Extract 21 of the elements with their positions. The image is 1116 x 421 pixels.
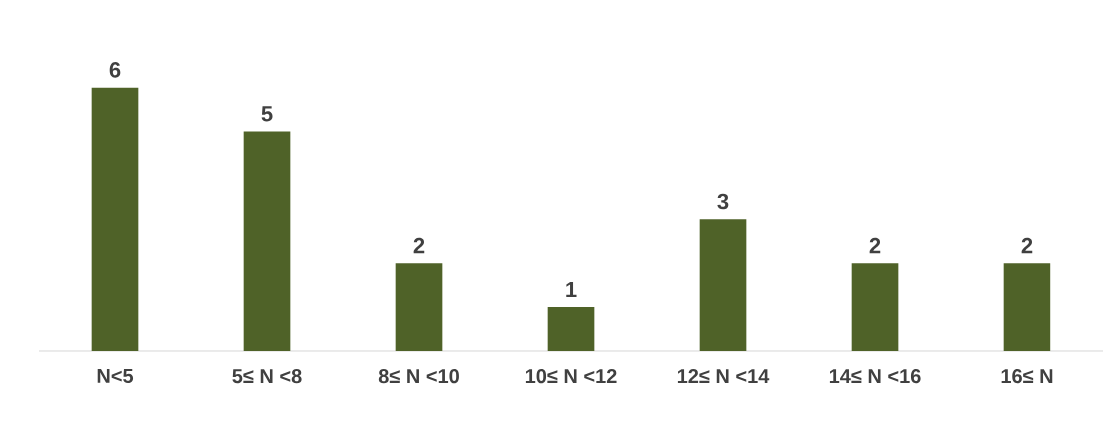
data-label: 3 [717, 193, 729, 210]
bar [547, 307, 595, 351]
data-label: 5 [261, 106, 273, 122]
bar [91, 87, 139, 351]
bar [1003, 263, 1051, 351]
x-tick-label: 12≤ N <14 [677, 369, 770, 384]
data-label: 2 [1021, 237, 1033, 254]
data-label: 6 [109, 62, 121, 78]
x-tick-label: 14≤ N <16 [829, 369, 921, 384]
data-label: 1 [566, 281, 577, 298]
bar [243, 131, 291, 351]
x-tick-label: N<5 [97, 369, 134, 383]
x-tick-label: 10≤ N <12 [525, 369, 617, 384]
x-tick-label: 8≤ N <10 [378, 369, 459, 384]
bar [395, 263, 443, 351]
bar [699, 219, 747, 351]
data-label: 2 [869, 237, 881, 254]
bar [851, 263, 899, 351]
x-tick-label: 16≤ N [1001, 369, 1053, 384]
x-tick-label: 5≤ N <8 [232, 369, 302, 384]
data-label: 2 [413, 237, 425, 254]
